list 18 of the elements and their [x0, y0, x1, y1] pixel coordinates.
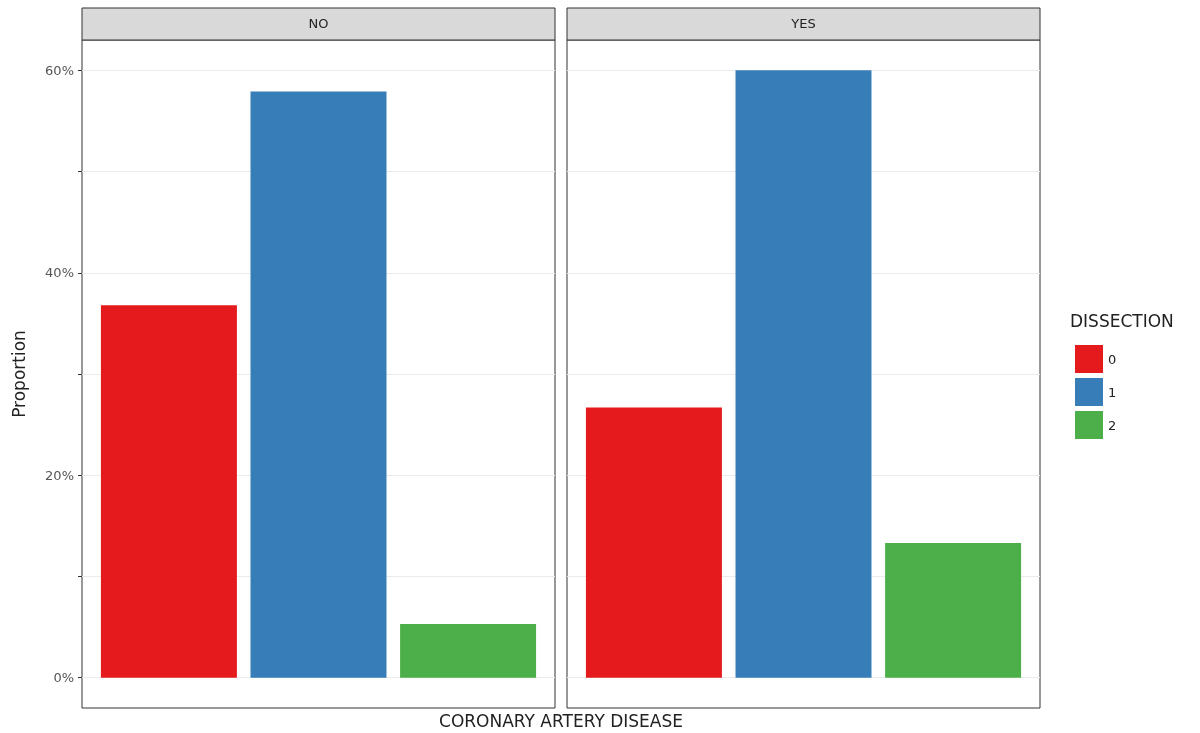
y-axis-title: Proportion: [8, 330, 29, 418]
x-tick-label: NO: [308, 16, 329, 31]
legend-label: 1: [1108, 384, 1117, 400]
bar: [100, 305, 237, 678]
y-tick-label: 20%: [45, 467, 74, 483]
bar: [885, 543, 1022, 678]
bar: [585, 407, 722, 678]
bar: [250, 91, 387, 678]
y-tick-label: 60%: [45, 62, 74, 78]
legend-label: 2: [1108, 417, 1117, 433]
bar: [400, 623, 537, 678]
legend-label: 0: [1108, 351, 1117, 367]
x-axis-title: CORONARY ARTERY DISEASE: [439, 711, 683, 731]
bar: [735, 70, 872, 678]
y-tick-label: 0%: [53, 670, 74, 686]
x-tick-label: YES: [790, 16, 816, 31]
y-tick-label: 40%: [45, 265, 74, 281]
legend-title: DISSECTION: [1070, 311, 1174, 331]
